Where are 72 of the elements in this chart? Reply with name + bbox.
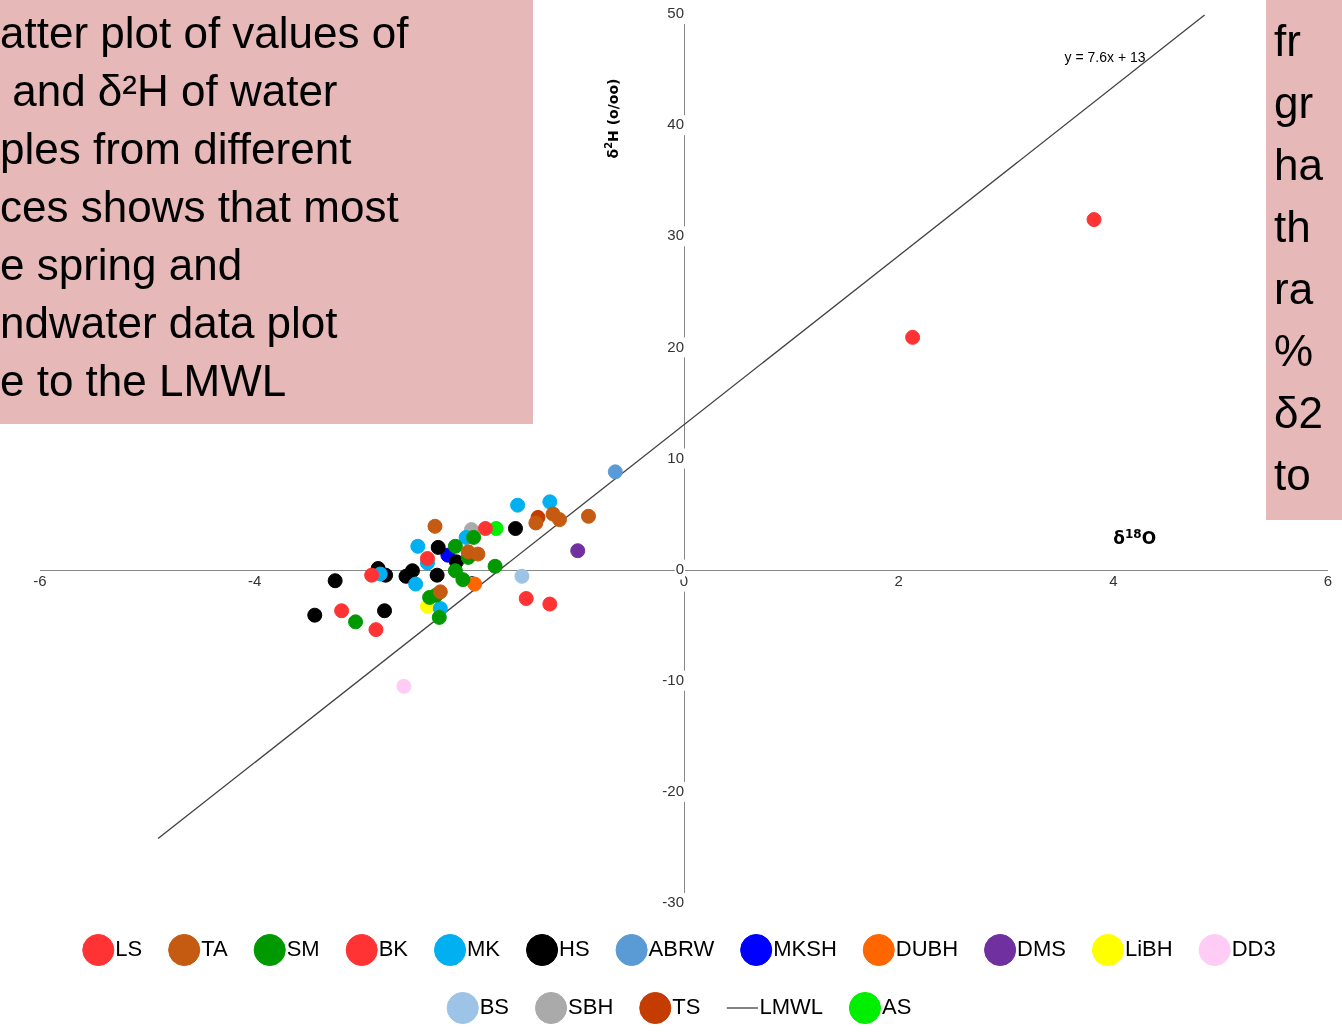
x-tick-label: 6 bbox=[1323, 571, 1333, 589]
annotation: y = 7.6x + 13 bbox=[1064, 49, 1146, 66]
y-tick-label: -10 bbox=[662, 670, 684, 688]
y-tick-label: 30 bbox=[667, 226, 684, 244]
point bbox=[467, 576, 483, 592]
point bbox=[410, 538, 426, 554]
point bbox=[447, 538, 463, 554]
point bbox=[470, 546, 486, 562]
point bbox=[570, 543, 586, 559]
y-tick-label: 10 bbox=[667, 448, 684, 466]
legend-label: MK bbox=[467, 936, 501, 962]
point bbox=[518, 591, 534, 607]
point bbox=[431, 609, 447, 625]
point bbox=[528, 515, 544, 531]
legend-label: LiBH bbox=[1125, 936, 1173, 962]
point bbox=[507, 521, 523, 537]
legend-label: TS bbox=[672, 994, 701, 1020]
point bbox=[429, 567, 445, 583]
x-tick-label: -4 bbox=[247, 571, 262, 589]
point bbox=[551, 512, 567, 528]
legend-label: LS bbox=[115, 936, 143, 962]
legend-label: LMWL bbox=[759, 994, 823, 1020]
legend-label: MKSH bbox=[773, 936, 837, 962]
point bbox=[368, 622, 384, 638]
point bbox=[327, 573, 343, 589]
point bbox=[487, 558, 503, 574]
annotation: atter plot of values of and δ²H of water ples from different ces shows that most e spring and ndwater data plot e to the LMWL bbox=[0, 0, 533, 424]
point bbox=[377, 603, 393, 619]
legend-label: SM bbox=[286, 936, 320, 962]
point bbox=[334, 603, 350, 619]
point bbox=[514, 568, 530, 584]
point bbox=[432, 584, 448, 600]
legend-label: SBH bbox=[568, 994, 614, 1020]
point bbox=[542, 494, 558, 510]
y-axis-title: δ2H (o/oo) bbox=[602, 78, 621, 159]
point bbox=[419, 551, 435, 567]
point bbox=[905, 329, 921, 345]
point bbox=[580, 508, 596, 524]
legend-label: HS bbox=[559, 936, 590, 962]
x-tick-label: -6 bbox=[33, 571, 47, 589]
point bbox=[348, 614, 364, 630]
point bbox=[307, 607, 323, 623]
point bbox=[430, 539, 446, 555]
point bbox=[364, 567, 380, 583]
y-tick-label: 40 bbox=[667, 115, 684, 133]
legend-label: DUBH bbox=[895, 936, 959, 962]
legend-label: AS bbox=[881, 994, 912, 1020]
legend-label: DMS bbox=[1017, 936, 1066, 962]
x-tick-label: 2 bbox=[894, 571, 903, 589]
point bbox=[396, 678, 412, 694]
x-tick-label: 4 bbox=[1109, 571, 1118, 589]
point bbox=[404, 563, 420, 579]
point bbox=[542, 596, 558, 612]
legend-label: DD3 bbox=[1231, 936, 1276, 962]
point bbox=[1086, 212, 1102, 228]
point bbox=[477, 521, 493, 537]
point bbox=[607, 464, 623, 480]
y-tick-label: 50 bbox=[667, 4, 684, 22]
point bbox=[408, 576, 424, 592]
y-tick-label: 0 bbox=[675, 559, 684, 577]
point bbox=[466, 529, 482, 545]
legend-label: TA bbox=[201, 936, 229, 962]
legend-label: ABRW bbox=[648, 936, 715, 962]
legend-label: BS bbox=[479, 994, 510, 1020]
y-tick-label: -30 bbox=[662, 893, 684, 911]
y-tick-label: 20 bbox=[667, 337, 684, 355]
point bbox=[510, 497, 526, 513]
point bbox=[455, 572, 471, 588]
legend-label: BK bbox=[378, 936, 409, 962]
point bbox=[427, 518, 443, 534]
annotation: fr gr ha th ra % δ2 to bbox=[1266, 0, 1342, 520]
y-tick-label: -20 bbox=[662, 782, 684, 800]
